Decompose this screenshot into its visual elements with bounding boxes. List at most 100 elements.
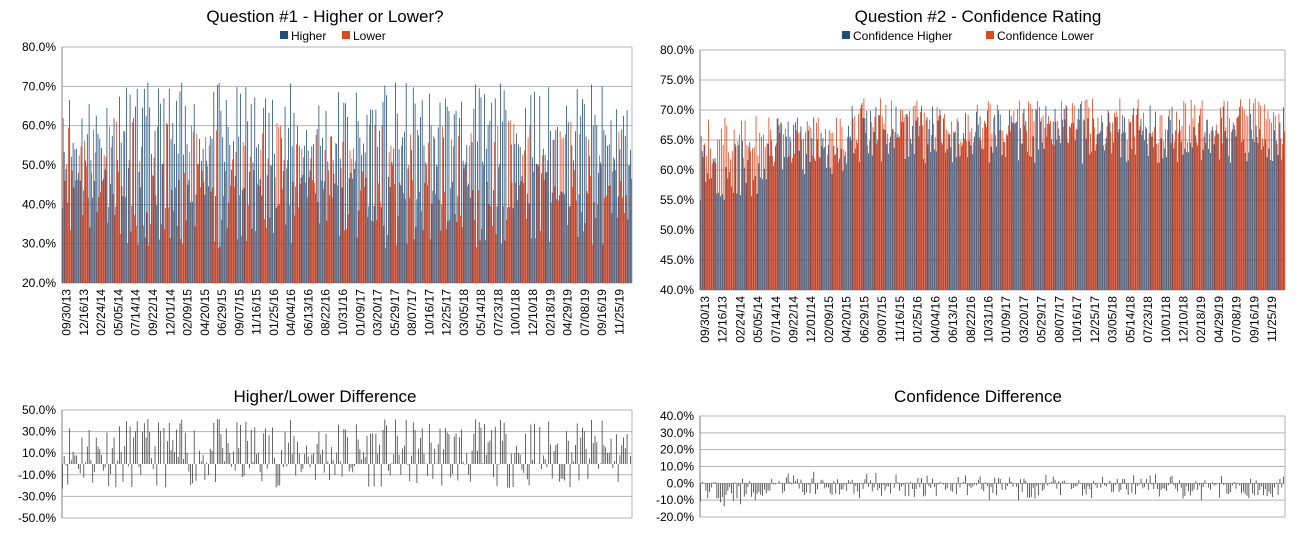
bar-lower [91, 173, 93, 283]
bar-higher [65, 169, 67, 283]
bar-lower [931, 135, 932, 290]
diff-bar [1045, 474, 1047, 484]
diff-bar [243, 464, 245, 476]
bar-higher [760, 177, 762, 290]
bar-lower [837, 162, 839, 290]
bar-higher [871, 155, 873, 290]
x-tick-label: 09/22/14 [146, 289, 160, 336]
bar-lower [178, 179, 180, 283]
bar-higher [489, 120, 491, 283]
diff-bar [329, 464, 330, 481]
bar-lower [431, 203, 433, 283]
bar-lower [614, 170, 616, 283]
bar-lower [1201, 100, 1203, 290]
bar-higher [477, 141, 478, 283]
bar-lower [631, 178, 632, 283]
bar-lower [153, 157, 155, 283]
bar-lower [260, 149, 262, 283]
diff-bar [85, 462, 86, 464]
bar-lower [150, 224, 151, 283]
bar-lower [1104, 143, 1106, 290]
bar-higher [102, 178, 104, 283]
bar-lower [1150, 133, 1152, 290]
bar-higher [999, 114, 1001, 290]
bar-lower [954, 131, 956, 290]
bar-higher [330, 136, 332, 283]
bar-lower [192, 131, 194, 283]
diff-bar [290, 420, 291, 464]
bar-higher [793, 124, 795, 290]
diff-bar [705, 483, 707, 491]
bar-higher [314, 193, 316, 283]
bar-lower [183, 172, 185, 283]
bar-lower [534, 238, 536, 283]
bar-lower [322, 189, 324, 283]
legend-label: Confidence Higher [853, 29, 952, 43]
bar-higher [88, 104, 90, 283]
bar-higher [252, 162, 254, 283]
bar-lower [123, 131, 125, 283]
bar-higher [434, 138, 436, 283]
x-tick-label: 05/05/14 [751, 296, 765, 343]
bar-lower [604, 197, 606, 283]
diff-bar [131, 464, 133, 488]
bar-lower [1117, 132, 1119, 290]
bar-lower [1051, 144, 1053, 290]
x-tick-label: 11/16/15 [250, 289, 264, 335]
bar-higher [723, 199, 725, 290]
diff-bar [457, 464, 459, 481]
diff-bar [988, 483, 990, 500]
bar-lower [1103, 145, 1104, 290]
bar-lower [607, 185, 609, 283]
bar-lower [415, 226, 417, 283]
bar-lower [556, 199, 557, 283]
diff-bar [594, 435, 596, 464]
diff-bar [138, 464, 140, 468]
diff-bar [398, 454, 400, 464]
bar-higher [1149, 105, 1151, 291]
bar-higher [1089, 154, 1091, 290]
x-tick-label: 12/01/14 [163, 289, 177, 336]
diff-bar [824, 483, 826, 489]
bar-higher [172, 122, 174, 283]
y-tick-label: 65.0% [660, 133, 694, 147]
bar-lower [1271, 122, 1273, 290]
diff-bar [245, 421, 247, 464]
diff-bar [1005, 483, 1007, 490]
bar-lower [892, 128, 894, 290]
bar-lower [865, 132, 867, 290]
bar-higher [461, 101, 462, 283]
bar-lower [452, 146, 454, 283]
bar-lower [550, 202, 552, 283]
diff-bar [120, 452, 122, 464]
bar-higher [138, 172, 140, 283]
diff-bar [380, 464, 382, 487]
bar-lower [385, 247, 386, 283]
bar-higher [322, 137, 323, 283]
bar-higher [1189, 142, 1191, 290]
bar-higher [736, 193, 738, 290]
bar-lower [1015, 122, 1017, 291]
bar-higher [566, 105, 567, 283]
bar-higher [580, 115, 582, 283]
bar-lower [1190, 99, 1192, 290]
diff-bar [395, 419, 396, 464]
bar-lower [240, 235, 242, 283]
bar-lower [746, 144, 748, 290]
bar-higher [361, 155, 363, 283]
bar-higher [364, 152, 366, 283]
bar-higher [1253, 141, 1255, 290]
bar-higher [452, 181, 453, 283]
bar-higher [864, 118, 866, 291]
bar-lower [331, 197, 333, 283]
bar-lower [808, 125, 810, 290]
chart-q1: Question #1 - Higher or Lower?20.0%30.0%… [22, 7, 633, 336]
bar-higher [379, 130, 380, 283]
diff-bar [523, 464, 525, 473]
chart-title: Question #1 - Higher or Lower? [206, 7, 443, 26]
diff-bar [464, 464, 466, 465]
bar-higher [1228, 156, 1230, 290]
diff-bar [1008, 477, 1010, 484]
bar-lower [947, 131, 949, 290]
bar-lower [606, 195, 607, 283]
